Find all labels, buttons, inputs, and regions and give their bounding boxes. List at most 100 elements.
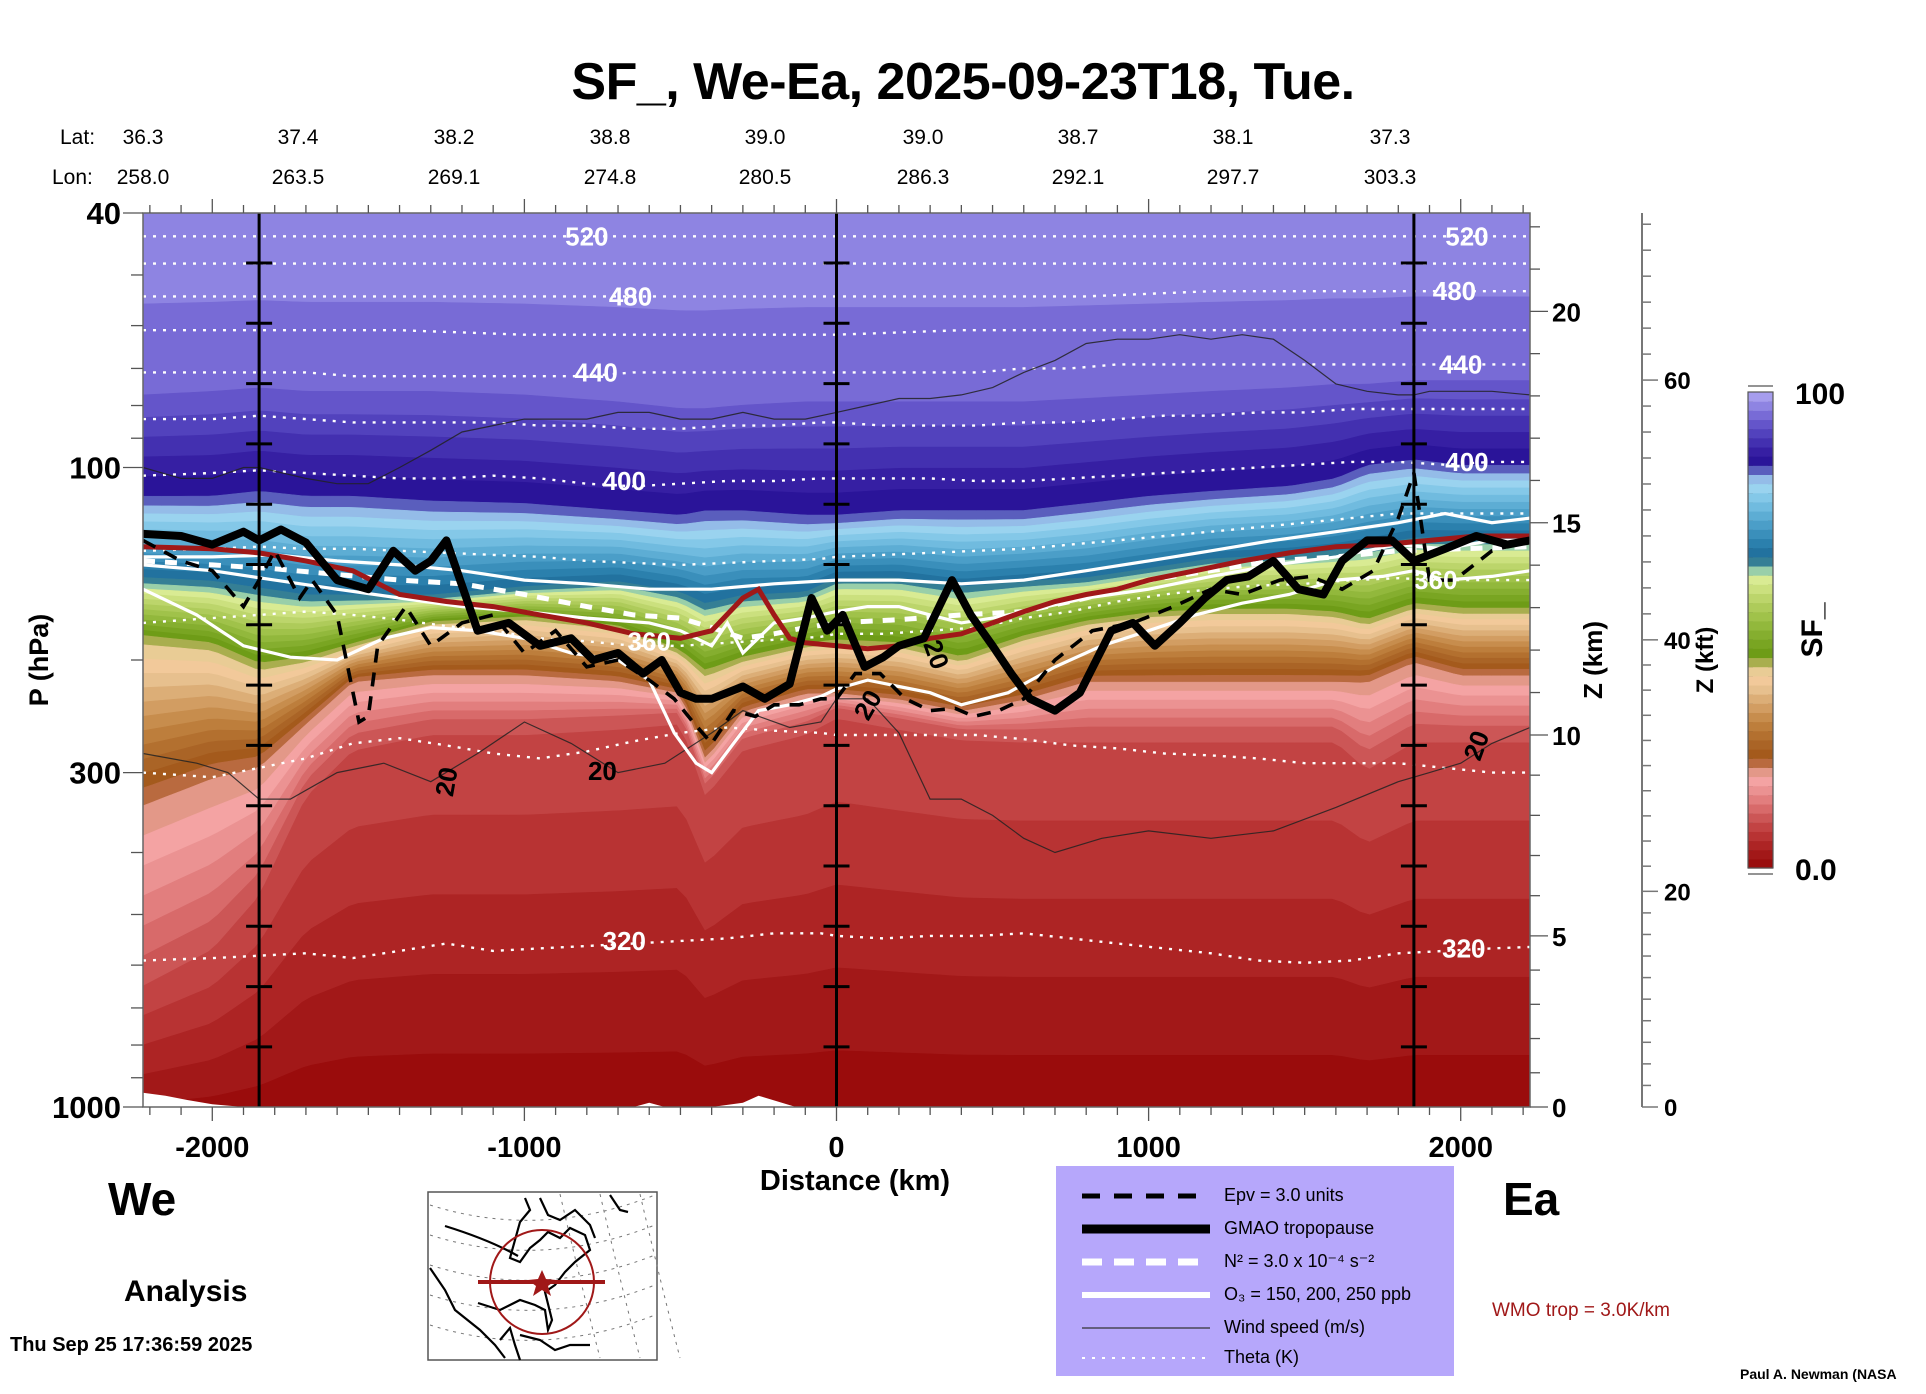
y-axis-label: P (hPa) (24, 614, 54, 707)
colorbar-swatch (1748, 547, 1773, 558)
black-dashed-line-swatch (1082, 1193, 1210, 1199)
lat-value: 38.1 (1212, 126, 1254, 149)
colorbar-swatch (1748, 739, 1773, 750)
colorbar-swatch (1748, 520, 1773, 530)
colorbar-swatch (1748, 730, 1773, 741)
colorbar-swatch (1748, 483, 1773, 494)
colorbar-swatch (1748, 813, 1773, 823)
legend-item-ozone: O₃ = 150, 200, 250 ppb (1056, 1279, 1454, 1312)
colorbar-swatch (1748, 758, 1773, 768)
legend-label: Wind speed (m/s) (1224, 1317, 1366, 1337)
x-tick-label: 0 (828, 1132, 844, 1164)
colorbar-swatch (1748, 803, 1773, 814)
legend-item-epv: Epv = 3.0 units (1056, 1180, 1454, 1213)
z-km-tick-label: 15 (1552, 509, 1581, 539)
contour-label: 400 (1445, 447, 1488, 477)
legend: Epv = 3.0 units GMAO tropopause N² = 3.0… (1056, 1166, 1454, 1376)
legend-item-wind-speed: Wind speed (m/s) (1056, 1312, 1454, 1345)
lat-value: 38.7 (1057, 126, 1099, 149)
z-kft-tick-label: 20 (1664, 879, 1691, 906)
colorbar-swatch (1748, 684, 1773, 695)
colorbar-swatch (1748, 785, 1773, 796)
colorbar-swatch (1748, 611, 1773, 622)
author-credit: Paul A. Newman (NASA (1740, 1366, 1897, 1382)
colorbar-label: SF_ (1796, 602, 1829, 657)
series-o3-150-ppb (143, 569, 1530, 775)
colorbar-frame (1747, 391, 1774, 869)
colorbar-swatch (1748, 565, 1773, 576)
colorbar-swatch (1748, 849, 1773, 860)
colorbar-swatch (1748, 410, 1773, 421)
contour-label: 480 (609, 281, 652, 311)
colorbar-max-label: 100 (1795, 378, 1845, 411)
y-tick-label: 100 (69, 450, 121, 485)
colorbar-swatch (1748, 529, 1773, 540)
legend-label: GMAO tropopause (1224, 1218, 1375, 1238)
colorbar-swatch (1748, 858, 1773, 869)
legend-label: Epv = 3.0 units (1224, 1185, 1344, 1205)
colorbar-swatch (1748, 657, 1773, 668)
contour-label: 400 (603, 466, 646, 496)
colorbar-swatch (1748, 602, 1773, 613)
graticule-line (429, 1194, 656, 1221)
inset-map (427, 1191, 681, 1361)
legend-label: N² = 3.0 x 10⁻⁴ s⁻² (1224, 1251, 1375, 1271)
lon-value: 297.7 (1206, 166, 1260, 189)
x-tick-label: 2000 (1428, 1132, 1493, 1164)
legend-item-n2: N² = 3.0 x 10⁻⁴ s⁻² (1056, 1246, 1454, 1279)
lat-value: 39.0 (744, 126, 786, 149)
contour-label: 520 (1445, 221, 1488, 251)
colorbar-swatch (1748, 712, 1773, 723)
colorbar-swatch (1748, 538, 1773, 549)
colorbar-swatch (1748, 721, 1773, 732)
contour-label: 320 (1442, 933, 1485, 963)
lat-value: 37.4 (277, 126, 319, 149)
contour-label: 360 (628, 626, 671, 656)
lon-value: 269.1 (427, 166, 481, 189)
series-wind-speed-20-m-s (143, 334, 1530, 485)
lat-label: Lat: (60, 126, 96, 149)
z-km-tick-label: 20 (1552, 297, 1581, 327)
y-tick-label: 300 (69, 756, 121, 791)
colorbar-min-label: 0.0 (1795, 854, 1837, 887)
colorbar-swatch (1748, 666, 1773, 677)
lat-value: 38.8 (589, 126, 631, 149)
x-tick-label: -1000 (487, 1132, 561, 1164)
lat-value: 38.2 (433, 126, 475, 149)
colorbar-swatch (1748, 446, 1773, 457)
z-km-axis-label: Z (km) (1578, 621, 1608, 699)
z-km-tick-label: 5 (1552, 922, 1566, 952)
colorbar-swatch (1748, 620, 1773, 631)
colorbar-swatch (1748, 511, 1773, 521)
y-tick-label: 1000 (52, 1090, 121, 1125)
colorbar-swatch (1748, 492, 1773, 503)
colorbar-swatch (1748, 840, 1773, 851)
colorbar-swatch (1748, 556, 1773, 567)
lon-value: 303.3 (1363, 166, 1417, 189)
contour-label: 320 (603, 926, 646, 956)
black-thick-line-swatch (1082, 1224, 1210, 1234)
lat-value: 36.3 (122, 126, 164, 149)
contour-label: 440 (1439, 349, 1482, 379)
colorbar-swatch (1748, 648, 1773, 659)
colorbar-swatch (1748, 703, 1773, 713)
colorbar: 100 0.0 SF_ (1747, 378, 1845, 887)
contour-label: 480 (1433, 276, 1476, 306)
lon-value: 286.3 (896, 166, 950, 189)
contour-label: 360 (1414, 565, 1457, 595)
lon-value: 292.1 (1051, 166, 1105, 189)
graticule-line (429, 1224, 656, 1251)
colorbar-swatch (1748, 593, 1773, 604)
z-kft-tick-label: 0 (1664, 1095, 1677, 1122)
lat-value: 37.3 (1369, 126, 1411, 149)
y-tick-label: 40 (87, 196, 121, 231)
contour-label: 20 (429, 765, 464, 799)
white-dotted-line-swatch (1082, 1357, 1210, 1359)
colorbar-swatch (1748, 749, 1773, 759)
z-km-tick-label: 0 (1552, 1093, 1566, 1123)
contour-label: 520 (565, 221, 608, 251)
colorbar-swatch (1748, 639, 1773, 649)
colorbar-swatch (1748, 465, 1773, 475)
series-gmao-tropopause (143, 525, 1530, 715)
